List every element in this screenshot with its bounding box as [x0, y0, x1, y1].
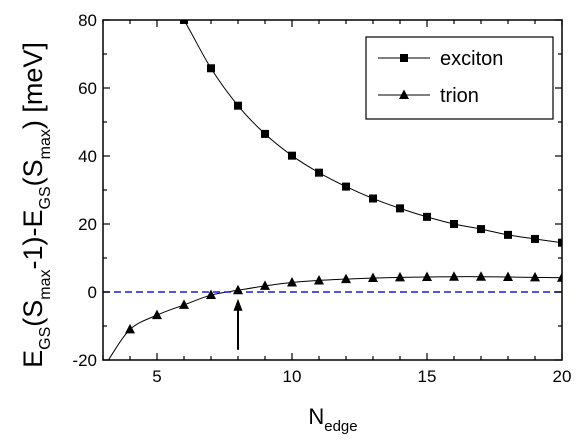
y-tick-label: 80 — [78, 11, 97, 30]
exciton-point — [531, 234, 539, 243]
trion-point — [206, 289, 216, 300]
exciton-point — [423, 212, 431, 221]
trion-point — [287, 276, 297, 287]
legend-label-exciton: exciton — [440, 48, 503, 70]
trion-point — [530, 271, 540, 282]
x-tick-label: 10 — [283, 367, 302, 386]
trion-point — [449, 271, 459, 281]
exciton-point — [450, 220, 458, 228]
exciton-point — [234, 101, 242, 110]
x-tick-label: 5 — [152, 367, 161, 386]
legend-box — [365, 36, 554, 120]
trion-point — [152, 309, 162, 320]
y-axis-title-text: -1)-E — [18, 210, 48, 270]
legend-marker-exciton — [400, 54, 408, 62]
exciton-point — [396, 204, 404, 213]
x-axis-title-main: N — [308, 404, 324, 429]
exciton-point — [315, 168, 323, 177]
trion-point — [503, 271, 513, 282]
series-line-trion — [107, 276, 562, 360]
y-tick-label: 20 — [78, 215, 97, 234]
reference-layer — [103, 291, 562, 350]
y-axis-title-subscript: max — [37, 270, 54, 300]
x-axis-title-sub: edge — [324, 418, 357, 435]
trion-point — [395, 271, 405, 282]
exciton-point — [207, 64, 215, 73]
exciton-point — [477, 225, 485, 234]
legend-label-trion: trion — [440, 85, 479, 107]
trion-point — [125, 323, 135, 334]
y-axis-title-text: ) [meV] — [18, 42, 48, 129]
y-axis-title-text: (S — [18, 159, 48, 186]
trion-point — [314, 274, 324, 285]
y-axis-title-subscript: GS — [37, 327, 54, 350]
y-axis-title-subscript: max — [37, 129, 54, 159]
y-axis-title-subscript: GS — [37, 186, 54, 209]
y-axis-title-text: (S — [18, 300, 48, 327]
exciton-point — [369, 194, 377, 203]
trion-point — [179, 299, 189, 309]
x-tick-label: 20 — [553, 367, 572, 386]
x-axis-title: Nedge — [308, 404, 357, 435]
legend: exciton trion — [365, 36, 554, 120]
trion-point — [476, 271, 486, 281]
exciton-point — [261, 129, 269, 138]
y-axis-title: EGS(Smax-1)-EGS(Smax) [meV] — [18, 42, 54, 368]
series-line-exciton — [183, 20, 562, 244]
exciton-point — [288, 151, 296, 160]
exciton-point — [558, 238, 562, 247]
trion-point — [260, 280, 270, 290]
x-tick-label: 15 — [418, 367, 437, 386]
y-tick-label: 40 — [78, 147, 97, 166]
y-axis-title-text: E — [18, 350, 48, 368]
exciton-point — [504, 230, 512, 239]
trion-point — [557, 272, 562, 282]
trion-point — [341, 273, 351, 284]
axes: 5 10 15 20 -20 0 20 40 60 80 — [72, 11, 571, 386]
y-tick-label: -20 — [72, 351, 97, 370]
trion-point — [233, 284, 243, 295]
markers — [125, 20, 562, 334]
legend-marker-trion — [399, 89, 409, 99]
annotation-arrow-head — [233, 298, 243, 311]
y-tick-label: 0 — [88, 283, 97, 302]
y-tick-label: 60 — [78, 79, 97, 98]
exciton-point — [342, 182, 350, 191]
trion-point — [368, 272, 378, 283]
trion-point — [422, 271, 432, 282]
